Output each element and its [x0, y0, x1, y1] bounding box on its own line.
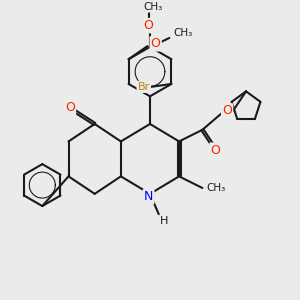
- Text: O: O: [65, 101, 75, 115]
- Text: N: N: [144, 190, 153, 203]
- Text: O: O: [151, 37, 160, 50]
- Text: O: O: [144, 19, 154, 32]
- Text: CH₃: CH₃: [143, 2, 163, 12]
- Text: CH₃: CH₃: [174, 28, 193, 38]
- Text: O: O: [211, 144, 220, 157]
- Text: CH₃: CH₃: [207, 183, 226, 193]
- Text: O: O: [222, 104, 232, 117]
- Text: H: H: [160, 216, 169, 226]
- Text: Br: Br: [138, 82, 150, 92]
